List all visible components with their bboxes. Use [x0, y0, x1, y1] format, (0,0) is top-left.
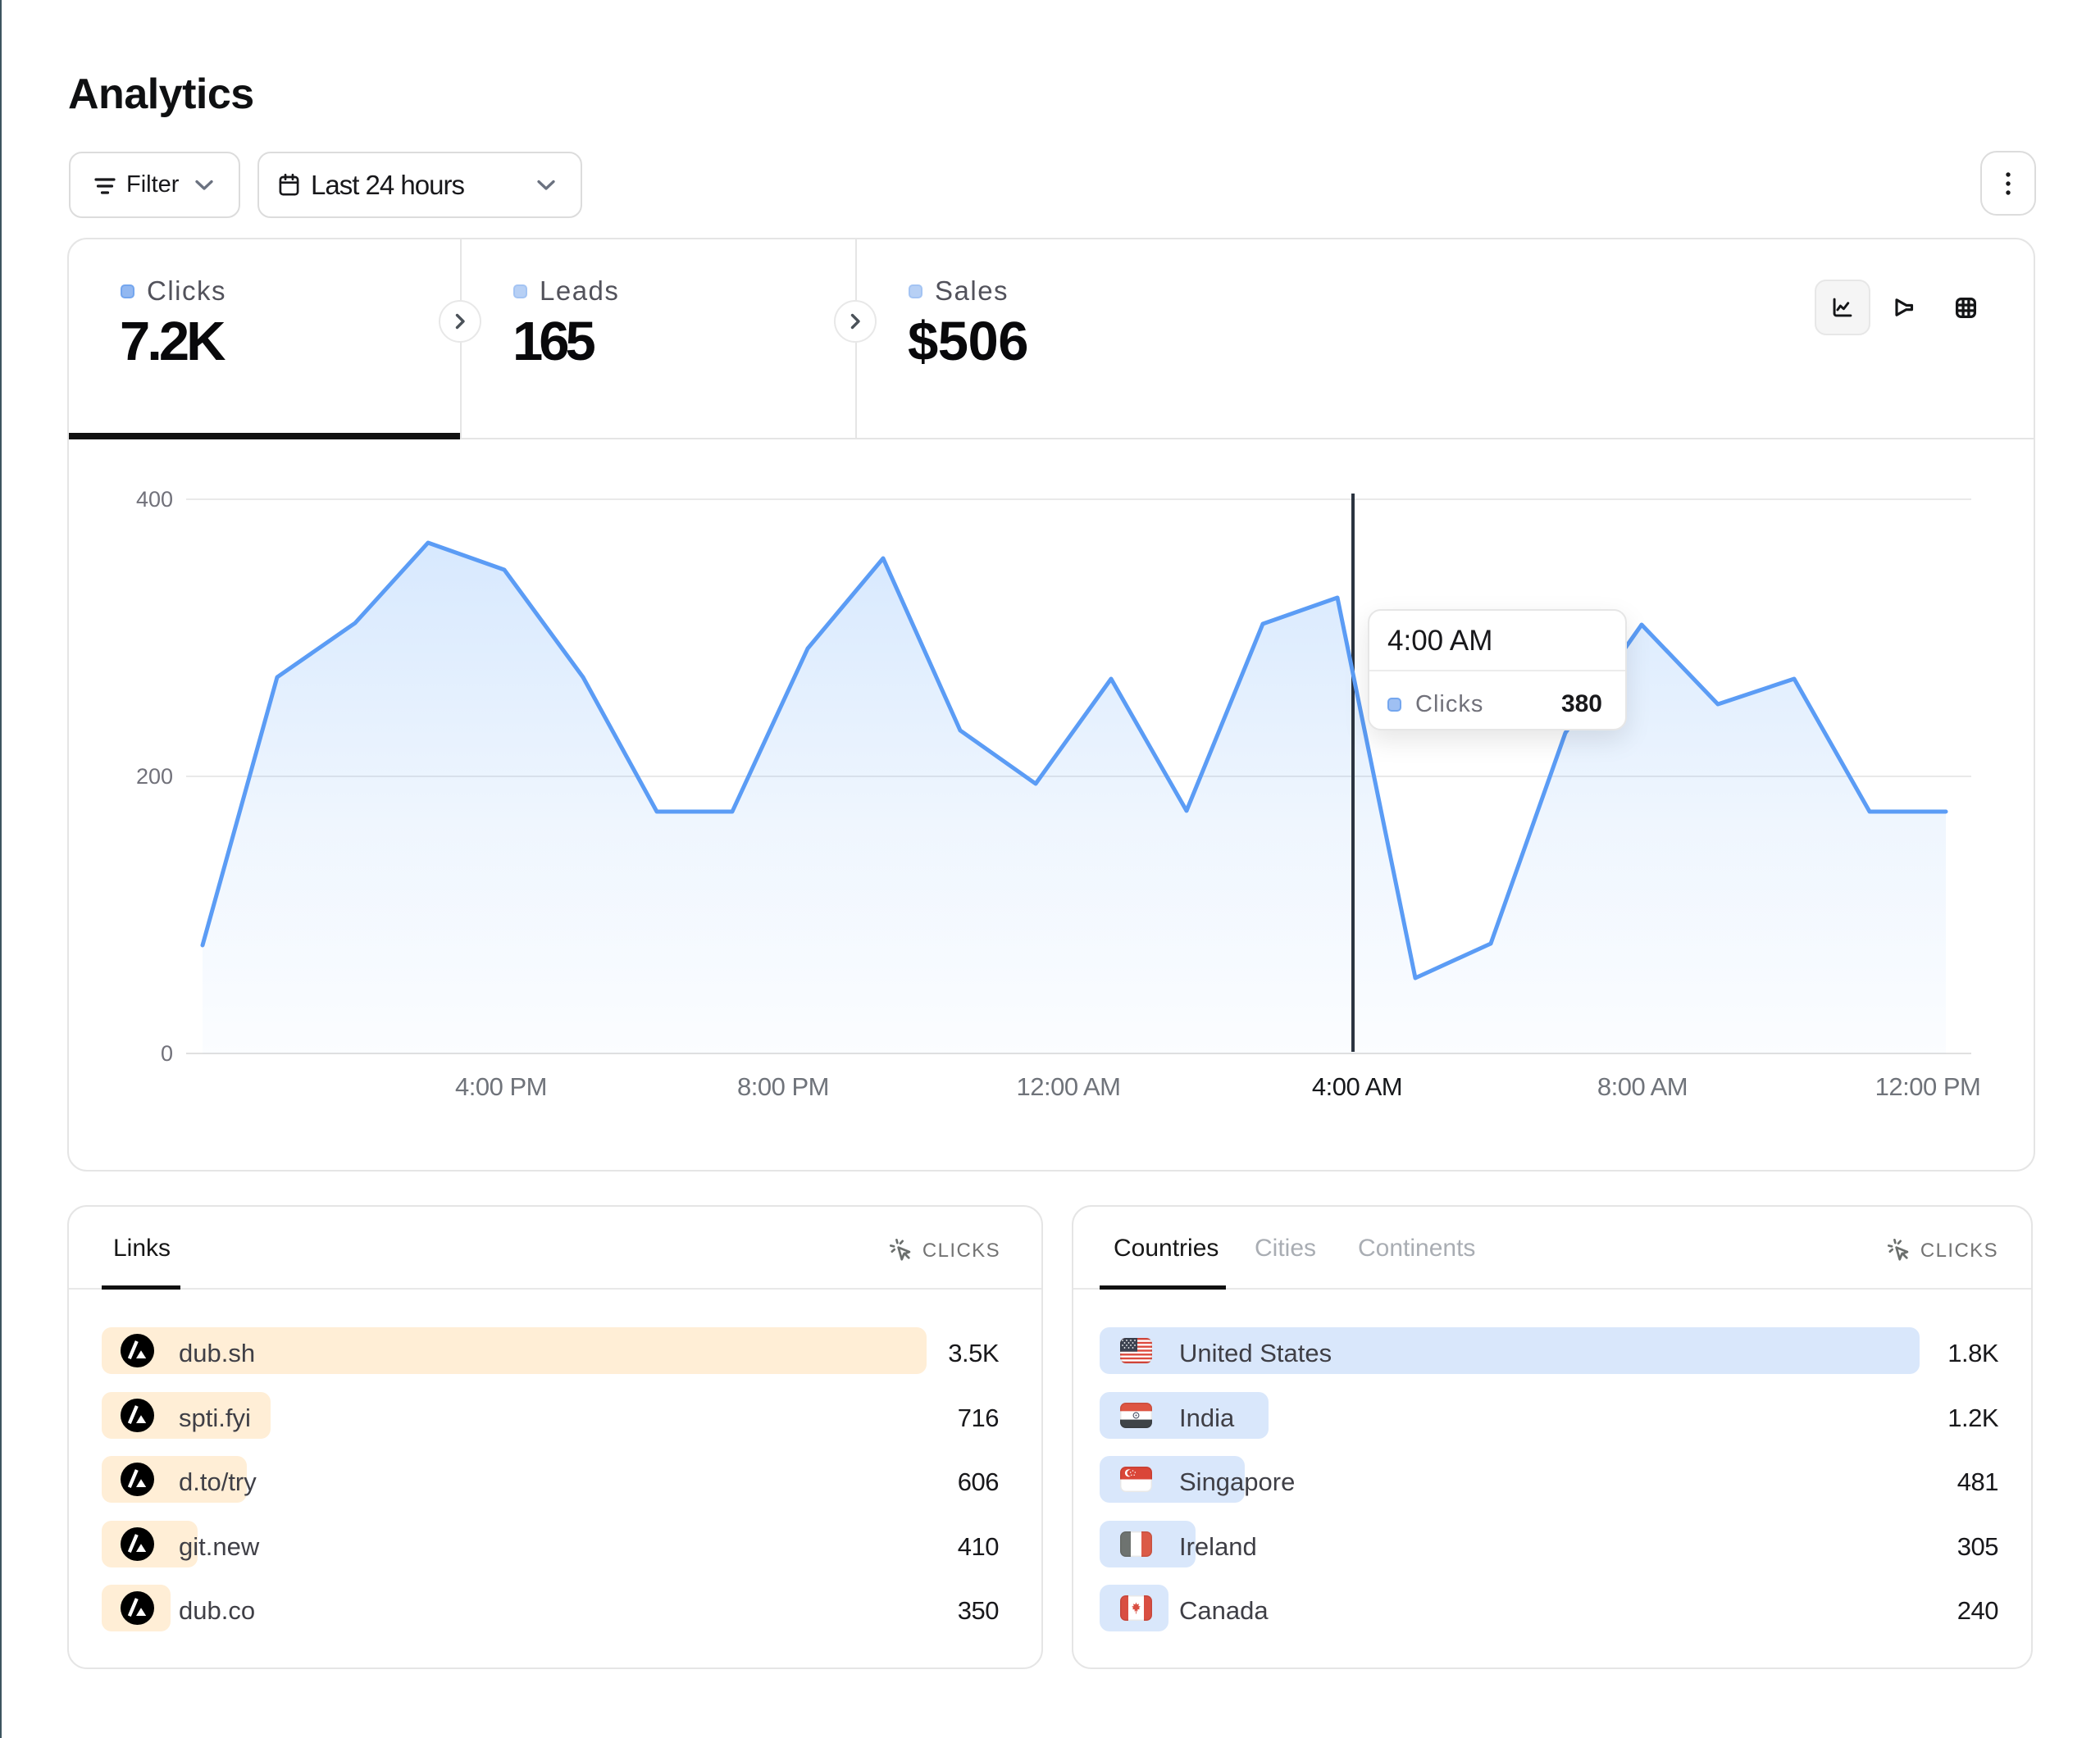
svg-text:4:00 PM: 4:00 PM: [455, 1072, 547, 1101]
svg-text:8:00 AM: 8:00 AM: [1597, 1072, 1688, 1101]
svg-text:4:00 AM: 4:00 AM: [1312, 1072, 1402, 1101]
svg-text:8:00 PM: 8:00 PM: [737, 1072, 829, 1101]
svg-text:12:00 PM: 12:00 PM: [1875, 1072, 1981, 1101]
svg-text:0: 0: [161, 1041, 173, 1066]
svg-text:12:00 AM: 12:00 AM: [1017, 1072, 1121, 1101]
svg-text:400: 400: [136, 487, 173, 512]
svg-text:200: 200: [136, 764, 173, 789]
